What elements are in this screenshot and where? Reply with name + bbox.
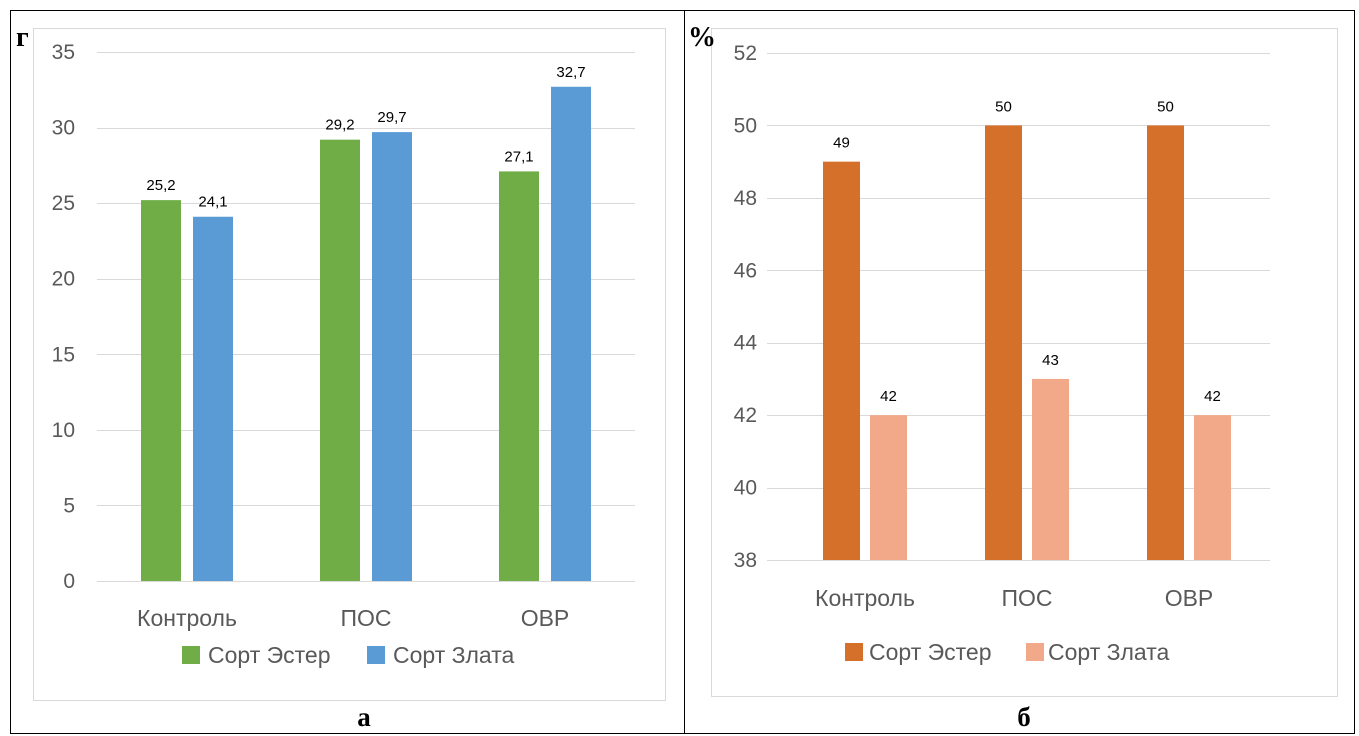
chart-b-y-tick-label: 46: [734, 259, 757, 282]
chart-a-legend: Сорт Эстер Сорт Злата: [182, 642, 514, 668]
chart-a-data-label: 25,2: [146, 177, 175, 194]
chart-a-bar: [499, 171, 539, 581]
chart-a-category-label: ПОС: [340, 605, 391, 631]
chart-b-legend: Сорт Эстер Сорт Злата: [845, 639, 1169, 665]
chart-a-y-tick-label: 30: [52, 117, 75, 140]
chart-b-panel-label: б: [1017, 702, 1031, 732]
chart-b-area-border: [711, 28, 1338, 697]
chart-b-category-label: ОВР: [1165, 585, 1214, 611]
chart-a-legend-label: Сорт Эстер: [208, 642, 331, 668]
chart-b-data-label: 43: [1042, 352, 1059, 369]
chart-b-y-tick-label: 38: [734, 549, 757, 572]
chart-b: 38 40 42 44 46 48 50 52 49 42 50 43 50 42 Контроль ПО…: [688, 22, 1338, 732]
chart-b-category-label: Контроль: [815, 585, 915, 611]
chart-a-bar: [141, 200, 181, 581]
chart-b-y-tick-labels: 38 40 42 44 46 48 50 52: [734, 42, 758, 572]
chart-a-legend-label: Сорт Злата: [393, 642, 514, 668]
chart-b-bars: [823, 125, 1231, 560]
chart-a-data-labels: 25,2 24,1 29,2 29,7 27,1 32,7: [146, 64, 585, 211]
chart-a-bar: [193, 216, 233, 581]
chart-a-y-tick-label: 10: [52, 419, 75, 442]
chart-b-y-tick-label: 42: [734, 404, 757, 427]
chart-b-bar: [870, 415, 907, 560]
chart-a-y-tick-label: 5: [63, 494, 75, 517]
chart-a-legend-swatch: [182, 646, 200, 664]
chart-b-unit-label: %: [688, 22, 716, 53]
chart-b-legend-swatch: [1026, 643, 1044, 661]
chart-a-data-label: 29,7: [377, 109, 406, 126]
chart-a-y-tick-label: 25: [52, 192, 75, 215]
chart-b-data-label: 42: [1204, 388, 1221, 405]
chart-a-category-label: ОВР: [521, 605, 570, 631]
chart-a-data-label: 29,2: [325, 117, 354, 134]
chart-a-y-tick-labels: 0 5 10 15 20 25 30 35: [52, 41, 75, 593]
chart-a-bar: [551, 86, 591, 582]
chart-b-y-tick-label: 48: [734, 187, 757, 210]
chart-b-data-label: 42: [880, 388, 897, 405]
chart-b-data-label: 49: [833, 135, 850, 152]
chart-a-category-labels: Контроль ПОС ОВР: [137, 605, 569, 631]
chart-a-bars: [141, 86, 591, 582]
chart-a-panel-label: а: [357, 702, 371, 732]
chart-b-legend-label: Сорт Злата: [1048, 639, 1169, 665]
chart-a-y-tick-label: 0: [63, 570, 75, 593]
chart-b-bar: [823, 161, 860, 560]
chart-b-bar: [1032, 378, 1069, 560]
chart-b-y-tick-label: 52: [734, 42, 757, 65]
chart-b-legend-swatch: [845, 643, 863, 661]
chart-a-y-tick-label: 35: [52, 41, 75, 64]
chart-b-bar: [1147, 125, 1184, 560]
chart-b-bar: [985, 125, 1022, 560]
chart-a-data-label: 32,7: [556, 64, 585, 81]
chart-a-legend-swatch: [367, 646, 385, 664]
chart-a-unit-label: г: [16, 22, 29, 53]
chart-a-y-tick-label: 20: [52, 268, 75, 291]
chart-a-gridlines: [97, 52, 635, 582]
outer-frame: [10, 10, 1355, 734]
chart-b-legend-label: Сорт Эстер: [869, 639, 992, 665]
chart-b-y-tick-label: 40: [734, 477, 757, 500]
chart-a-bar: [320, 139, 360, 582]
chart-a-category-label: Контроль: [137, 605, 237, 631]
chart-b-data-label: 50: [995, 98, 1012, 115]
chart-a-data-label: 24,1: [198, 194, 227, 211]
chart-a-bar: [372, 132, 412, 581]
chart-b-bar: [1194, 415, 1231, 560]
chart-b-data-labels: 49 42 50 43 50 42: [833, 98, 1221, 405]
chart-b-category-labels: Контроль ПОС ОВР: [815, 585, 1213, 611]
chart-b-y-tick-label: 50: [734, 114, 757, 137]
chart-b-y-tick-label: 44: [734, 332, 758, 355]
chart-a-y-tick-label: 15: [52, 343, 75, 366]
chart-a-data-label: 27,1: [504, 148, 533, 165]
chart-b-data-label: 50: [1157, 98, 1174, 115]
chart-b-category-label: ПОС: [1001, 585, 1052, 611]
